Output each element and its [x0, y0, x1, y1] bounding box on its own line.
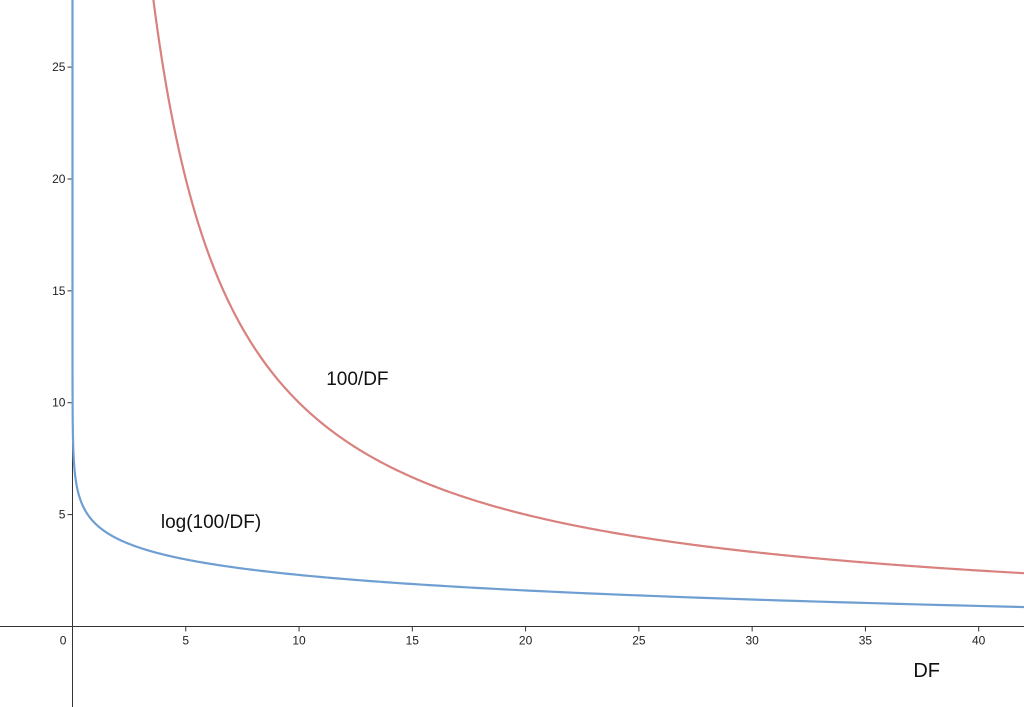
- y-tick-label: 5: [59, 508, 66, 522]
- curve-label-reciprocal: 100/DF: [326, 369, 388, 390]
- x-tick-label: 0: [60, 633, 67, 647]
- y-tick-label: 20: [52, 172, 66, 186]
- series-line-log: [71, 0, 1024, 609]
- x-tick-label: 30: [745, 633, 759, 647]
- series-line-reciprocal: [152, 0, 1024, 575]
- x-tick-label: 5: [182, 633, 189, 647]
- x-tick-label: 25: [632, 633, 646, 647]
- x-tick-label: 40: [972, 633, 986, 647]
- x-tick-label: 35: [859, 633, 873, 647]
- y-tick-label: 15: [52, 284, 66, 298]
- x-axis-title: DF: [913, 660, 940, 682]
- y-tick-label: 25: [52, 60, 66, 74]
- labels-layer: 100/DF log(100/DF) DF: [161, 369, 940, 682]
- y-tick-label: 10: [52, 396, 66, 410]
- curves-layer: [71, 0, 1024, 609]
- x-tick-label: 20: [519, 633, 533, 647]
- x-tick-label: 10: [292, 633, 306, 647]
- curve-label-log: log(100/DF): [161, 512, 261, 533]
- x-tick-label: 15: [406, 633, 420, 647]
